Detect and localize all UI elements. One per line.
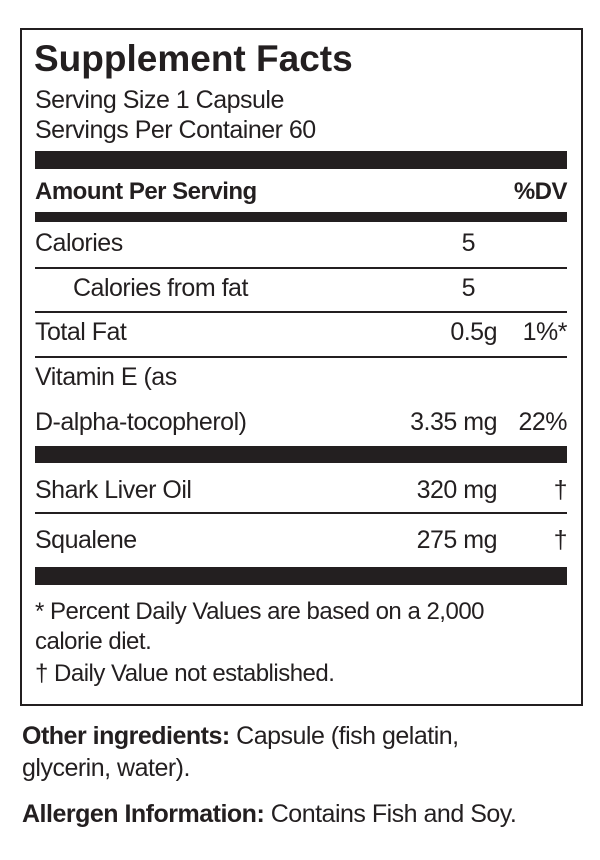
- row-calories-fat-amount: 5: [461, 274, 476, 302]
- other-ingredients-label: Other ingredients:: [22, 722, 230, 750]
- row-shark-liver-oil-name: Shark Liver Oil: [35, 476, 192, 504]
- thick-divider: [35, 151, 567, 169]
- row-calories-fat-name: Calories from fat: [73, 274, 248, 302]
- divider: [35, 267, 567, 269]
- row-squalene-name: Squalene: [35, 526, 137, 554]
- divider: [35, 512, 567, 514]
- serving-size: Serving Size 1 Capsule: [35, 86, 284, 114]
- dv-header: %DV: [513, 178, 568, 205]
- thick-divider: [35, 446, 567, 463]
- row-vitamin-e-amount: 3.35 mg: [410, 408, 497, 436]
- medium-divider: [35, 212, 567, 222]
- footnote-dv-cont: calorie diet.: [35, 628, 152, 655]
- row-vitamin-e-dv: 22%: [518, 408, 567, 436]
- allergen-information: Allergen Information: Contains Fish and …: [22, 800, 517, 828]
- divider: [35, 356, 567, 358]
- row-calories-name: Calories: [35, 229, 123, 257]
- row-total-fat-dv: 1%*: [522, 318, 568, 346]
- row-squalene-amount: 275 mg: [416, 526, 498, 554]
- other-ingredients: Other ingredients: Capsule (fish gelatin…: [22, 722, 459, 750]
- row-shark-liver-oil-amount: 320 mg: [416, 476, 498, 504]
- divider: [35, 311, 567, 313]
- label-title: Supplement Facts: [34, 38, 353, 79]
- servings-per-container: Servings Per Container 60: [35, 116, 316, 144]
- thick-divider: [35, 567, 567, 585]
- row-total-fat-amount: 0.5g: [450, 318, 497, 346]
- row-vitamin-e-name: D-alpha-tocopherol): [35, 408, 247, 436]
- other-ingredients-cont: glycerin, water).: [22, 754, 190, 782]
- row-shark-liver-oil-dv: †: [553, 476, 568, 504]
- allergen-text: Contains Fish and Soy.: [264, 800, 517, 828]
- row-vitamin-e-name-line1: Vitamin E (as: [35, 363, 177, 391]
- row-total-fat-name: Total Fat: [35, 318, 127, 346]
- other-ingredients-text: Capsule (fish gelatin,: [229, 722, 459, 750]
- facts-panel: [20, 28, 583, 706]
- amount-per-serving-header: Amount Per Serving: [35, 178, 257, 205]
- allergen-label: Allergen Information:: [22, 800, 265, 828]
- footnote-dv: * Percent Daily Values are based on a 2,…: [35, 598, 485, 625]
- row-squalene-dv: †: [553, 526, 568, 554]
- row-calories-amount: 5: [461, 229, 476, 257]
- footnote-dagger: † Daily Value not established.: [35, 660, 335, 687]
